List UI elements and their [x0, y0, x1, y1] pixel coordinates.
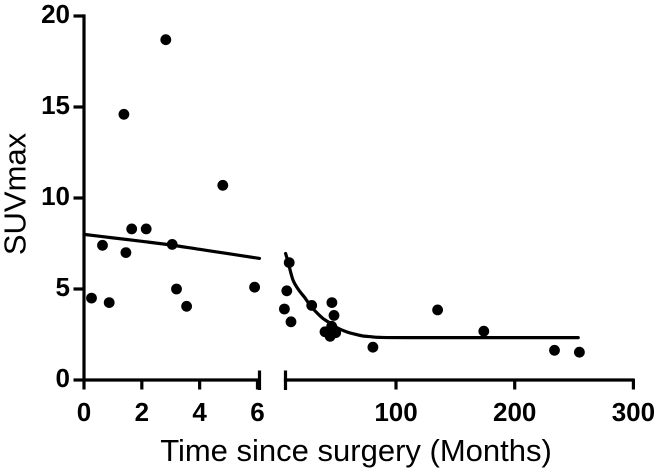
y-tick-label: 15 — [41, 90, 70, 120]
data-point — [160, 34, 172, 46]
data-point — [326, 297, 338, 308]
scatter-points-layer — [86, 34, 585, 358]
data-point — [306, 300, 318, 311]
x-tick-label: 100 — [374, 397, 417, 427]
y-tick-label: 5 — [56, 272, 70, 302]
data-point — [120, 247, 132, 258]
data-point — [249, 281, 260, 293]
data-point — [330, 327, 342, 339]
x-tick-label: 0 — [77, 397, 91, 427]
data-point — [140, 223, 152, 235]
data-point — [126, 223, 138, 235]
x-tick-label: 4 — [192, 397, 207, 427]
x-tick-label: 6 — [250, 397, 264, 427]
y-tick-label: 0 — [56, 363, 70, 393]
x-tick-label: 2 — [135, 397, 149, 427]
x-tick-label: 200 — [493, 397, 536, 427]
data-point — [97, 239, 108, 251]
y-axis-title: SUVmax — [0, 132, 33, 255]
y-tick-label: 20 — [41, 0, 70, 29]
x-axis-title: Time since surgery (Months) — [160, 433, 552, 468]
y-tick-label: 10 — [41, 181, 70, 211]
data-point — [478, 325, 490, 337]
data-point — [281, 285, 293, 297]
data-point — [285, 316, 297, 328]
data-point — [549, 344, 560, 356]
data-point — [118, 108, 130, 120]
data-point — [171, 283, 182, 295]
data-point — [279, 303, 290, 315]
data-point — [367, 341, 379, 353]
data-point — [103, 297, 115, 308]
data-point — [166, 239, 178, 250]
data-point — [328, 310, 340, 321]
data-point — [432, 304, 443, 316]
data-point — [181, 300, 193, 312]
data-point — [217, 179, 229, 191]
data-point — [86, 292, 97, 304]
x-tick-label: 300 — [612, 397, 655, 427]
data-point — [283, 257, 295, 268]
data-point — [574, 346, 585, 358]
